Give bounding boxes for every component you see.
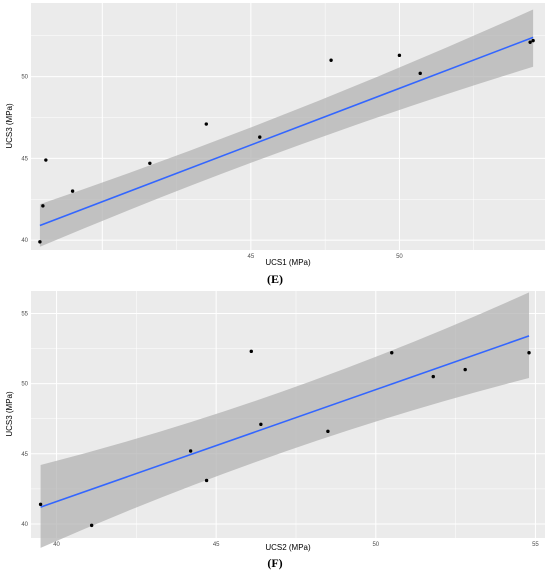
x-tick-label: 55: [532, 542, 539, 548]
x-tick-label: 45: [213, 542, 220, 548]
x-axis-label: UCS2 (MPa): [265, 543, 311, 552]
y-axis-label: UCS3 (MPa): [5, 391, 14, 437]
y-tick-label: 45: [21, 452, 28, 458]
x-tick-label: 45: [248, 254, 255, 260]
data-point: [148, 161, 152, 166]
x-tick-label: 50: [396, 254, 403, 260]
regression-line: [40, 335, 530, 508]
confidence-band: [40, 292, 530, 548]
data-points: [38, 349, 531, 528]
x-tick-label: 50: [372, 542, 379, 548]
panel-caption: (E): [267, 272, 283, 286]
data-point: [259, 422, 263, 427]
y-tick-label: 50: [21, 75, 28, 81]
data-point: [38, 240, 42, 244]
data-point: [463, 367, 467, 372]
y-tick-label: 40: [21, 238, 28, 244]
data-point: [397, 53, 402, 58]
y-axis-label: UCS3 (MPa): [5, 103, 14, 149]
y-tick-label: 50: [21, 382, 28, 388]
data-point: [390, 351, 394, 355]
data-point: [38, 502, 43, 507]
panel-caption: (F): [267, 556, 282, 570]
data-point: [326, 429, 330, 434]
data-point: [531, 38, 535, 43]
data-point: [41, 204, 45, 208]
data-point: [44, 158, 48, 162]
data-point: [418, 71, 422, 76]
data-point: [249, 349, 253, 354]
data-point: [431, 374, 435, 379]
data-point: [204, 122, 208, 126]
data-point: [89, 523, 94, 528]
y-tick-label: 55: [21, 311, 28, 317]
confidence-band: [39, 9, 534, 247]
x-tick-labels: 40 45 50 55: [53, 542, 539, 548]
data-point: [258, 135, 262, 139]
data-point: [528, 40, 532, 44]
x-tick-label: 40: [53, 542, 60, 548]
data-point: [70, 189, 75, 193]
x-axis-label: UCS1 (MPa): [265, 258, 311, 267]
gridlines: [31, 291, 545, 538]
data-point: [188, 449, 193, 453]
data-points: [38, 38, 535, 244]
data-point: [204, 478, 209, 483]
x-tick-labels: 45 50: [248, 254, 404, 260]
y-tick-label: 45: [21, 156, 28, 162]
y-tick-labels: 40 45 50: [21, 75, 28, 245]
data-point: [329, 58, 333, 62]
regression-line: [39, 36, 534, 227]
y-tick-label: 40: [21, 522, 28, 528]
data-point: [527, 351, 531, 355]
y-tick-labels: 40 45 50 55: [21, 311, 28, 528]
chart-panel-e: 45 50 40 45 50 UCS1 (MPa) UCS3 (MPa) (E): [5, 3, 545, 286]
